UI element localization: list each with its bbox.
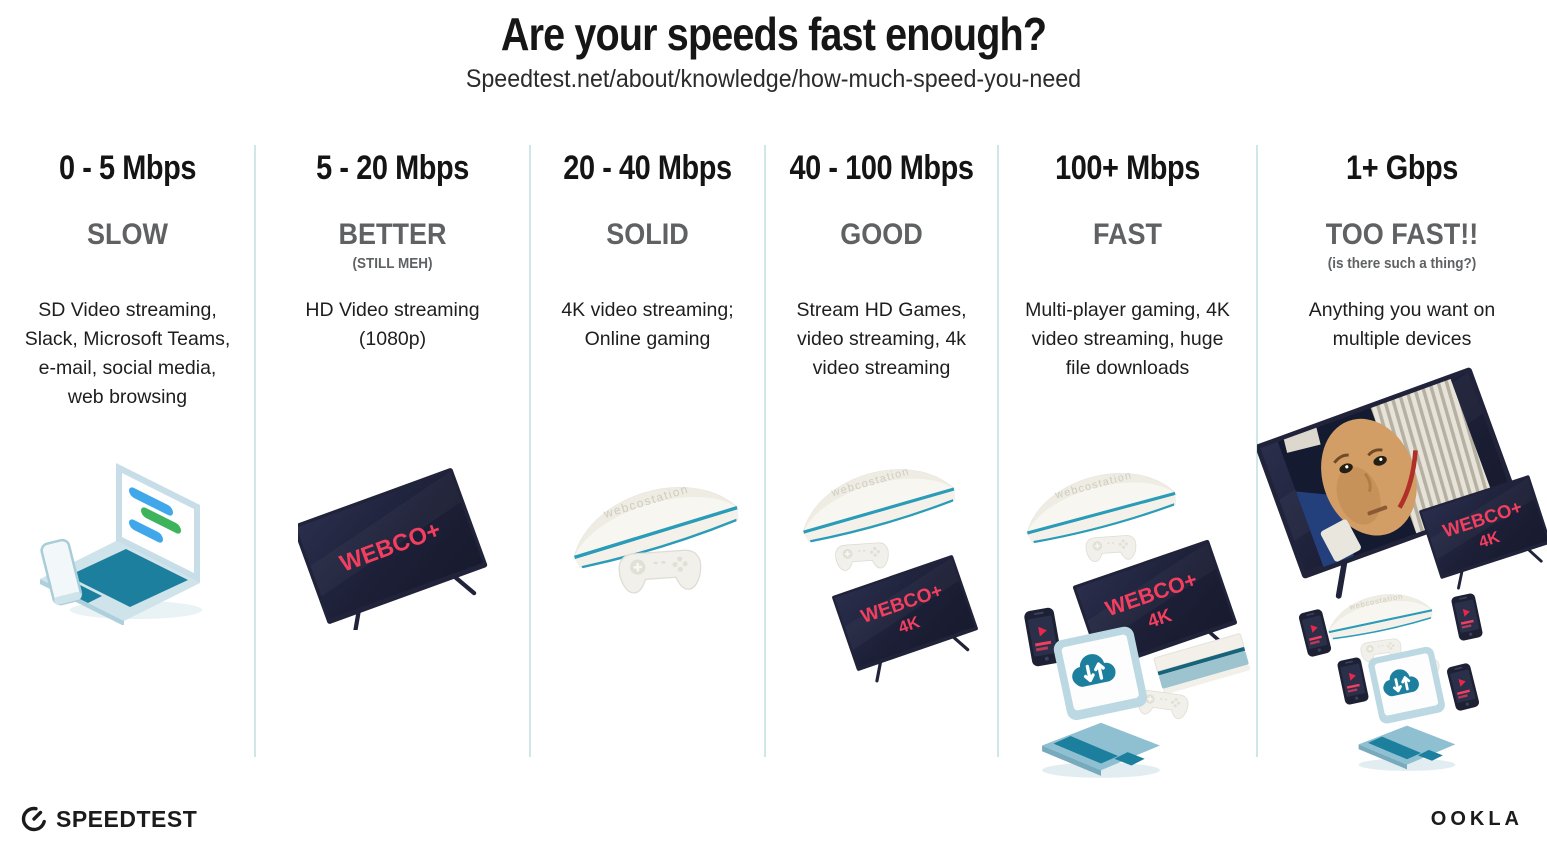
home-theater-illustration: WEBCO+ 4K webcostation: [1257, 365, 1547, 790]
rating-label: SLOW: [87, 218, 168, 251]
speed-range: 5 - 20 Mbps: [316, 149, 469, 187]
rating-subnote: (STILL MEH): [352, 255, 433, 272]
page-title: Are your speeds fast enough?: [500, 8, 1047, 60]
speedtest-logo: SPEEDTEST: [20, 805, 197, 833]
speed-range: 20 - 40 Mbps: [563, 149, 732, 187]
game-console-icon: webcostation: [1016, 457, 1179, 548]
many-devices-illustration: webcostation WEBCO+ 4K: [1003, 435, 1253, 790]
phone-video-icon: [1297, 608, 1333, 658]
console-and-4k-tv-illustration: webcostation WEBCO+ 4K: [777, 435, 987, 690]
tv-4k-label: 4K: [1477, 528, 1503, 552]
column-divider: [764, 145, 766, 757]
speed-range: 1+ Gbps: [1346, 149, 1458, 187]
gamepad-icon: [833, 541, 890, 572]
rating-label: TOO FAST!!: [1325, 218, 1479, 251]
column-0-5-mbps: 0 - 5 Mbps SLOW SD Video streaming, Slac…: [0, 140, 255, 843]
speedtest-wordmark: SPEEDTEST: [56, 805, 198, 832]
laptop-phone-illustration: [28, 455, 228, 630]
column-40-100-mbps: 40 - 100 Mbps GOOD Stream HD Games, vide…: [765, 140, 998, 843]
game-console-illustration: webcostation: [548, 445, 748, 640]
movie-tv-icon: [1257, 365, 1529, 605]
column-divider: [997, 145, 999, 757]
phone-video-icon: [1450, 592, 1484, 642]
rating-label: GOOD: [840, 218, 923, 251]
hd-tv-illustration: WEBCO+: [298, 450, 488, 635]
speed-range: 0 - 5 Mbps: [58, 149, 197, 187]
phone-icon: [39, 538, 82, 606]
rating-label: SOLID: [606, 218, 689, 251]
speed-range: 40 - 100 Mbps: [789, 149, 974, 187]
speed-range: 100+ Mbps: [1055, 149, 1200, 187]
speed-tier-columns: 0 - 5 Mbps SLOW SD Video streaming, Slac…: [0, 140, 1547, 843]
rating-subnote: (is there such a thing?): [1327, 255, 1477, 272]
tv-icon: WEBCO+: [298, 467, 488, 630]
header: Are your speeds fast enough? Speedtest.n…: [0, 10, 1547, 94]
rating-label: FAST: [1092, 218, 1162, 251]
use-case-description: HD Video streaming (1080p): [305, 299, 480, 350]
column-20-40-mbps: 20 - 40 Mbps SOLID 4K video streaming; O…: [530, 140, 765, 843]
laptop-download-icon: [1357, 644, 1457, 773]
column-100-plus-mbps: 100+ Mbps FAST Multi-player gaming, 4K v…: [998, 140, 1257, 843]
use-case-description: Stream HD Games, video streaming, 4k vid…: [796, 299, 967, 379]
tv-4k-icon: WEBCO+ 4K: [1417, 473, 1547, 594]
game-console-icon: webcostation: [792, 452, 959, 548]
speedtest-gauge-icon: [21, 806, 47, 832]
tv-4k-icon: WEBCO+ 4K: [829, 553, 985, 688]
column-5-20-mbps: 5 - 20 Mbps BETTER (STILL MEH) HD Video …: [255, 140, 530, 843]
gamepad-icon: [1084, 534, 1138, 564]
use-case-description: SD Video streaming, Slack, Microsoft Tea…: [24, 299, 231, 408]
rating-label: BETTER: [338, 218, 447, 251]
use-case-description: Multi-player gaming, 4K video streaming,…: [1025, 299, 1230, 379]
use-case-description: Anything you want on multiple devices: [1308, 299, 1496, 350]
phone-video-icon: [1336, 656, 1370, 706]
column-divider: [529, 145, 531, 757]
column-divider: [254, 145, 256, 757]
column-1-plus-gbps: 1+ Gbps TOO FAST!! (is there such a thin…: [1257, 140, 1547, 843]
ookla-logo: OOKLA: [1430, 808, 1523, 830]
use-case-description: 4K video streaming; Online gaming: [561, 299, 734, 350]
movie-still-astronaut: [1277, 378, 1497, 568]
phone-video-icon: [1445, 662, 1481, 712]
gamepad-icon: [616, 547, 704, 596]
page-subtitle-url: Speedtest.net/about/knowledge/how-much-s…: [465, 65, 1082, 94]
tv-4k-icon: WEBCO+ 4K: [1070, 537, 1245, 689]
